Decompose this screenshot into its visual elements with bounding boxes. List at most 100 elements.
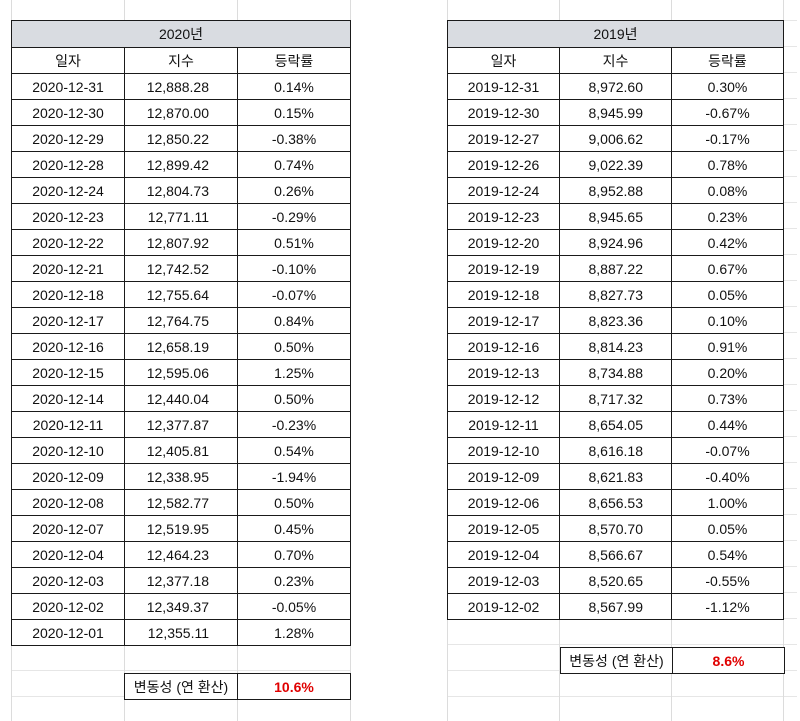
cell-change[interactable]: -0.10% <box>237 255 351 282</box>
cell-date[interactable]: 2020-12-14 <box>11 385 125 412</box>
cell-index[interactable]: 12,595.06 <box>124 359 238 386</box>
cell-change[interactable]: 0.45% <box>237 515 351 542</box>
cell-index[interactable]: 12,658.19 <box>124 333 238 360</box>
cell-date[interactable]: 2020-12-28 <box>11 151 125 178</box>
cell-date[interactable]: 2020-12-02 <box>11 593 125 620</box>
cell-date[interactable]: 2019-12-12 <box>447 385 560 412</box>
cell-change[interactable]: 0.67% <box>671 255 784 282</box>
cell-change[interactable]: 0.78% <box>671 151 784 178</box>
cell-date[interactable]: 2020-12-10 <box>11 437 125 464</box>
cell-change[interactable]: -0.05% <box>237 593 351 620</box>
cell-change[interactable]: 0.05% <box>671 281 784 308</box>
cell-index[interactable]: 12,804.73 <box>124 177 238 204</box>
cell-index[interactable]: 8,827.73 <box>559 281 672 308</box>
cell-date[interactable]: 2019-12-02 <box>447 593 560 620</box>
cell-date[interactable]: 2020-12-22 <box>11 229 125 256</box>
cell-index[interactable]: 12,755.64 <box>124 281 238 308</box>
cell-change[interactable]: 0.54% <box>671 541 784 568</box>
column-header-date[interactable]: 일자 <box>11 47 125 74</box>
cell-index[interactable]: 12,355.11 <box>124 619 238 646</box>
cell-date[interactable]: 2020-12-18 <box>11 281 125 308</box>
cell-index[interactable]: 9,022.39 <box>559 151 672 178</box>
cell-index[interactable]: 12,377.18 <box>124 567 238 594</box>
cell-index[interactable]: 8,654.05 <box>559 411 672 438</box>
cell-index[interactable]: 8,566.67 <box>559 541 672 568</box>
cell-date[interactable]: 2020-12-23 <box>11 203 125 230</box>
cell-date[interactable]: 2019-12-05 <box>447 515 560 542</box>
cell-date[interactable]: 2020-12-11 <box>11 411 125 438</box>
cell-change[interactable]: 0.74% <box>237 151 351 178</box>
cell-change[interactable]: 0.23% <box>671 203 784 230</box>
cell-index[interactable]: 8,924.96 <box>559 229 672 256</box>
cell-date[interactable]: 2019-12-24 <box>447 177 560 204</box>
volatility-label[interactable]: 변동성 (연 환산) <box>124 673 238 700</box>
cell-change[interactable]: 0.10% <box>671 307 784 334</box>
cell-change[interactable]: 0.50% <box>237 489 351 516</box>
cell-date[interactable]: 2019-12-06 <box>447 489 560 516</box>
cell-date[interactable]: 2019-12-18 <box>447 281 560 308</box>
cell-change[interactable]: 0.05% <box>671 515 784 542</box>
cell-index[interactable]: 8,717.32 <box>559 385 672 412</box>
cell-date[interactable]: 2019-12-10 <box>447 437 560 464</box>
cell-date[interactable]: 2019-12-27 <box>447 125 560 152</box>
cell-date[interactable]: 2019-12-19 <box>447 255 560 282</box>
volatility-value[interactable]: 10.6% <box>237 673 351 700</box>
cell-change[interactable]: -1.94% <box>237 463 351 490</box>
cell-date[interactable]: 2020-12-01 <box>11 619 125 646</box>
cell-date[interactable]: 2020-12-21 <box>11 255 125 282</box>
cell-change[interactable]: 0.14% <box>237 73 351 100</box>
cell-date[interactable]: 2019-12-13 <box>447 359 560 386</box>
cell-index[interactable]: 12,338.95 <box>124 463 238 490</box>
cell-change[interactable]: -0.38% <box>237 125 351 152</box>
cell-date[interactable]: 2019-12-23 <box>447 203 560 230</box>
cell-change[interactable]: -0.40% <box>671 463 784 490</box>
cell-index[interactable]: 8,520.65 <box>559 567 672 594</box>
cell-change[interactable]: -0.55% <box>671 567 784 594</box>
volatility-label[interactable]: 변동성 (연 환산) <box>560 647 673 674</box>
cell-change[interactable]: 0.73% <box>671 385 784 412</box>
table-title[interactable]: 2019년 <box>447 20 784 48</box>
cell-change[interactable]: 0.20% <box>671 359 784 386</box>
cell-change[interactable]: 0.44% <box>671 411 784 438</box>
cell-date[interactable]: 2020-12-16 <box>11 333 125 360</box>
cell-date[interactable]: 2020-12-17 <box>11 307 125 334</box>
cell-change[interactable]: -0.29% <box>237 203 351 230</box>
cell-date[interactable]: 2019-12-11 <box>447 411 560 438</box>
cell-date[interactable]: 2020-12-29 <box>11 125 125 152</box>
cell-date[interactable]: 2019-12-17 <box>447 307 560 334</box>
cell-index[interactable]: 12,888.28 <box>124 73 238 100</box>
cell-change[interactable]: 0.54% <box>237 437 351 464</box>
cell-change[interactable]: 0.42% <box>671 229 784 256</box>
cell-date[interactable]: 2019-12-04 <box>447 541 560 568</box>
cell-change[interactable]: 0.70% <box>237 541 351 568</box>
cell-index[interactable]: 8,616.18 <box>559 437 672 464</box>
cell-index[interactable]: 12,519.95 <box>124 515 238 542</box>
cell-index[interactable]: 12,870.00 <box>124 99 238 126</box>
cell-index[interactable]: 8,945.99 <box>559 99 672 126</box>
cell-date[interactable]: 2019-12-20 <box>447 229 560 256</box>
cell-index[interactable]: 12,807.92 <box>124 229 238 256</box>
cell-index[interactable]: 12,850.22 <box>124 125 238 152</box>
cell-index[interactable]: 8,567.99 <box>559 593 672 620</box>
cell-change[interactable]: 0.30% <box>671 73 784 100</box>
table-title[interactable]: 2020년 <box>11 20 351 48</box>
cell-date[interactable]: 2019-12-16 <box>447 333 560 360</box>
cell-index[interactable]: 12,464.23 <box>124 541 238 568</box>
cell-change[interactable]: -0.07% <box>237 281 351 308</box>
cell-index[interactable]: 8,734.88 <box>559 359 672 386</box>
cell-index[interactable]: 8,887.22 <box>559 255 672 282</box>
cell-index[interactable]: 8,972.60 <box>559 73 672 100</box>
cell-change[interactable]: -0.17% <box>671 125 784 152</box>
cell-change[interactable]: 0.08% <box>671 177 784 204</box>
cell-date[interactable]: 2020-12-09 <box>11 463 125 490</box>
cell-change[interactable]: 0.26% <box>237 177 351 204</box>
cell-index[interactable]: 8,952.88 <box>559 177 672 204</box>
cell-change[interactable]: 0.91% <box>671 333 784 360</box>
cell-change[interactable]: 0.84% <box>237 307 351 334</box>
cell-change[interactable]: 0.50% <box>237 385 351 412</box>
cell-change[interactable]: -0.07% <box>671 437 784 464</box>
cell-date[interactable]: 2020-12-07 <box>11 515 125 542</box>
cell-change[interactable]: -0.23% <box>237 411 351 438</box>
column-header-date[interactable]: 일자 <box>447 47 560 74</box>
cell-change[interactable]: 0.15% <box>237 99 351 126</box>
